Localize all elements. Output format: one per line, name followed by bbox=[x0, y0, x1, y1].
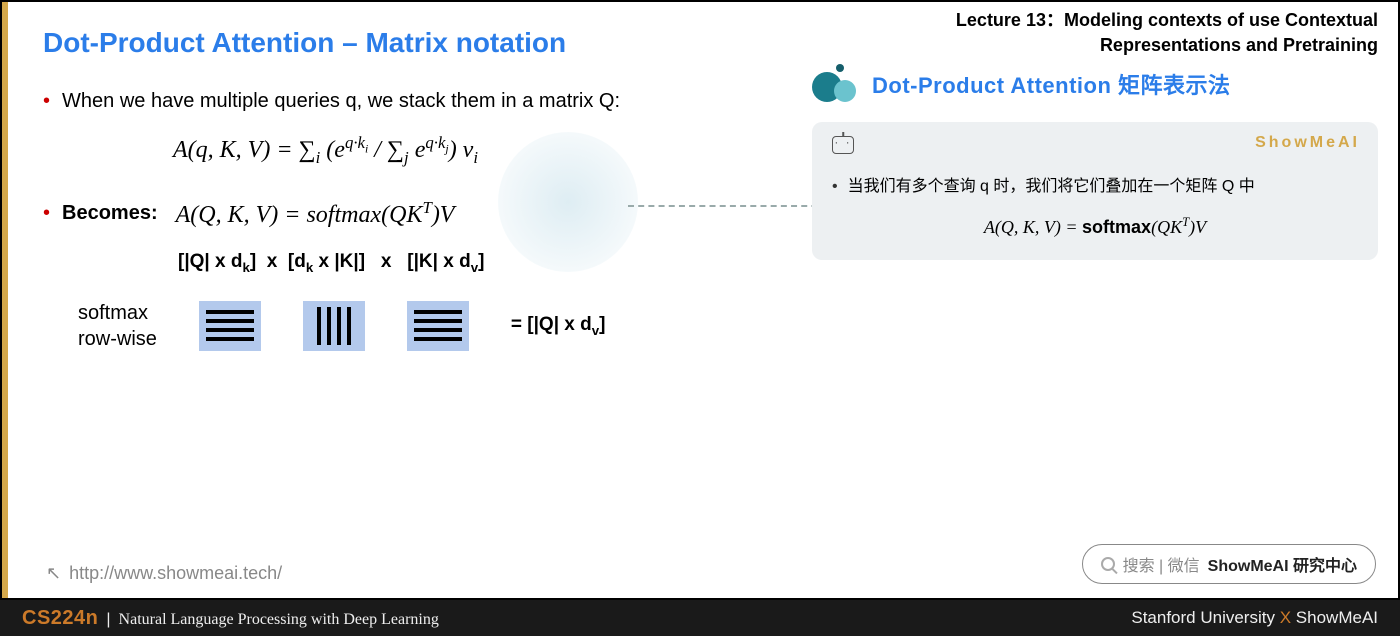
formula-2: A(Q, K, V) = softmax(QKT)V bbox=[176, 198, 455, 229]
course-name: Natural Language Processing with Deep Le… bbox=[119, 611, 439, 629]
notes-panel: Lecture 13：Modeling contexts of use Cont… bbox=[792, 2, 1398, 598]
result-dimension: = [|Q| x dv] bbox=[511, 314, 606, 338]
search-icon bbox=[1101, 557, 1115, 571]
bullet-1-text: When we have multiple queries q, we stac… bbox=[62, 87, 620, 115]
bullet-2: • Becomes: A(Q, K, V) = softmax(QKT)V bbox=[43, 198, 762, 229]
cursor-icon: ↖ bbox=[46, 563, 61, 584]
footer-university: Stanford University bbox=[1131, 608, 1275, 627]
footer-left: CS224n | Natural Language Processing wit… bbox=[22, 607, 439, 630]
bullet-dot-icon: • bbox=[832, 173, 838, 200]
footer-bar: CS224n | Natural Language Processing wit… bbox=[0, 600, 1400, 636]
search-prefix: 搜索 | 微信 bbox=[1123, 552, 1200, 576]
matrix-horizontal-icon bbox=[407, 301, 469, 351]
matrix-horizontal-icon bbox=[199, 301, 261, 351]
dimension-row: [|Q| x dk] x [dk x |K|] x [|K| x dv] bbox=[178, 251, 762, 275]
slide-url[interactable]: ↖ http://www.showmeai.tech/ bbox=[46, 563, 282, 584]
showmeai-tag: ShowMeAI bbox=[1255, 134, 1360, 152]
search-bold: ShowMeAI 研究中心 bbox=[1208, 552, 1357, 576]
slide-panel: Dot-Product Attention – Matrix notation … bbox=[2, 2, 792, 598]
footer-separator: | bbox=[106, 611, 110, 629]
bullet-dot-icon: • bbox=[43, 87, 50, 115]
section-title: Dot-Product Attention 矩阵表示法 bbox=[872, 68, 1231, 100]
url-text: http://www.showmeai.tech/ bbox=[69, 563, 282, 584]
note-formula: A(Q, K, V) = softmax(QKT)V bbox=[832, 215, 1358, 238]
circles-decoration-icon bbox=[812, 64, 862, 104]
section-title-row: Dot-Product Attention 矩阵表示法 bbox=[812, 64, 1378, 104]
footer-x: X bbox=[1280, 608, 1291, 627]
search-pill[interactable]: 搜索 | 微信 ShowMeAI 研究中心 bbox=[1082, 544, 1376, 584]
course-code: CS224n bbox=[22, 607, 98, 630]
bullet-1: • When we have multiple queries q, we st… bbox=[43, 87, 762, 115]
footer-brand: ShowMeAI bbox=[1296, 608, 1378, 627]
matrix-visual-row: softmax row-wise = [|Q| x dv] bbox=[78, 300, 762, 352]
formula-1: A(q, K, V) = ∑i (eq·ki / ∑j eq·kj) vi bbox=[173, 133, 762, 168]
note-bullet-text: 当我们有多个查询 q 时，我们将它们叠加在一个矩阵 Q 中 bbox=[848, 173, 1255, 200]
note-box: ShowMeAI • 当我们有多个查询 q 时，我们将它们叠加在一个矩阵 Q 中… bbox=[812, 122, 1378, 259]
note-bullet: • 当我们有多个查询 q 时，我们将它们叠加在一个矩阵 Q 中 bbox=[832, 173, 1358, 200]
lecture-header: Lecture 13：Modeling contexts of use Cont… bbox=[812, 8, 1378, 58]
main-content: Dot-Product Attention – Matrix notation … bbox=[0, 0, 1400, 600]
bullet-dot-icon: • bbox=[43, 199, 50, 227]
matrix-vertical-icon bbox=[303, 301, 365, 351]
rowwise-label: softmax row-wise bbox=[78, 300, 157, 352]
slide-title: Dot-Product Attention – Matrix notation bbox=[43, 27, 762, 59]
bot-icon bbox=[832, 136, 854, 154]
becomes-label: Becomes: bbox=[62, 199, 158, 227]
footer-right: Stanford University X ShowMeAI bbox=[1131, 608, 1378, 628]
